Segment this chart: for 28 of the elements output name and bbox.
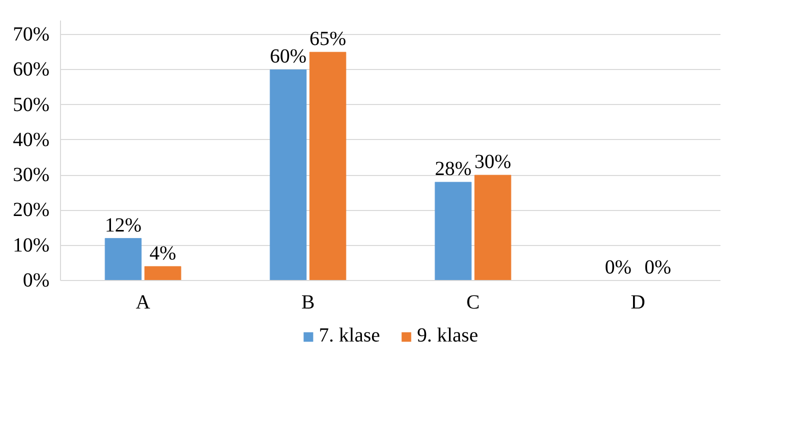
data-label: 0% [644, 256, 672, 278]
data-label: 4% [149, 242, 176, 264]
legend-label: 9. klase [417, 324, 478, 348]
data-label: 12% [104, 214, 142, 236]
x-tick-label: A [136, 292, 151, 314]
legend-label: 7. klase [318, 324, 380, 348]
y-tick-label: 50% [12, 94, 50, 116]
y-tick-label: 60% [12, 58, 50, 81]
bar [104, 238, 142, 280]
y-tick-label: 40% [12, 128, 50, 151]
data-label: 28% [434, 158, 472, 180]
data-label: 0% [604, 256, 632, 278]
data-label: 65% [309, 28, 346, 50]
y-tick-label: 20% [12, 199, 50, 222]
bar [309, 52, 346, 280]
bar [434, 182, 472, 280]
y-tick-label: 70% [12, 24, 50, 46]
bar [144, 266, 182, 280]
y-tick-label: 0% [22, 270, 50, 292]
x-tick-label: B [301, 292, 315, 314]
x-tick-label: D [630, 292, 646, 314]
data-label: 60% [270, 46, 307, 68]
y-tick-label: 30% [12, 164, 50, 186]
x-tick-label: C [466, 292, 480, 314]
data-label: 30% [474, 151, 512, 174]
y-tick-label: 10% [12, 234, 50, 256]
bar [474, 174, 512, 280]
bar [270, 69, 307, 280]
